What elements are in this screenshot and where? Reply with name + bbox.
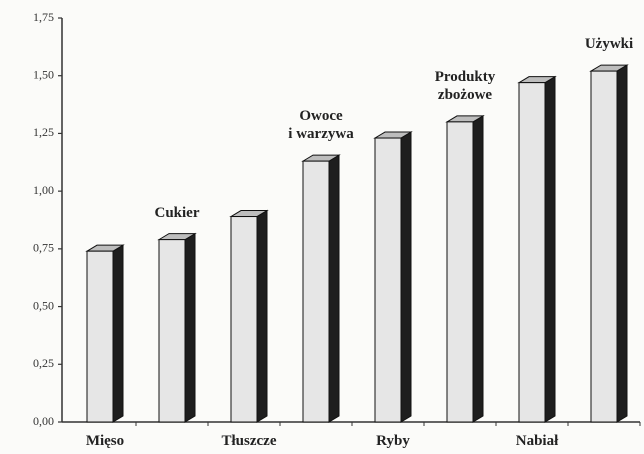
category-label: Mięso	[85, 433, 125, 449]
category-label: Nabiał	[515, 433, 559, 449]
category-label: Ryby	[376, 433, 410, 449]
bar-front	[518, 82, 546, 423]
bar-side	[400, 131, 412, 423]
y-tick-label: 0,75	[33, 241, 54, 255]
category-label: Cukier	[154, 204, 200, 221]
category-label: Tłuszcze	[221, 433, 277, 449]
bar-side	[112, 244, 124, 423]
bar	[229, 209, 269, 423]
bar	[589, 64, 629, 423]
bar-front	[158, 239, 186, 423]
bar-side	[184, 232, 196, 423]
bar-side	[256, 209, 268, 423]
bar	[445, 115, 485, 423]
bar	[373, 131, 413, 423]
y-tick-label: 0,25	[33, 356, 54, 370]
bar	[301, 154, 341, 423]
bar-front	[302, 160, 330, 423]
bar-front	[374, 137, 402, 423]
y-tick-label: 1,50	[33, 67, 54, 81]
bar-side	[328, 154, 340, 423]
bar-side	[544, 75, 556, 423]
bar-front	[86, 250, 114, 423]
bar-front	[446, 121, 474, 423]
bar-side	[616, 64, 628, 423]
y-tick-label: 0,50	[33, 298, 54, 312]
y-tick-label: 1,25	[33, 125, 54, 139]
category-label: Produkty zbożowe	[434, 68, 496, 103]
bar	[517, 75, 557, 423]
y-tick-label: 0,00	[33, 414, 54, 428]
bar-front	[590, 70, 618, 423]
y-tick-label: 1,75	[33, 10, 54, 24]
bar	[157, 232, 197, 423]
bar-side	[472, 115, 484, 423]
category-label: Owoce i warzywa	[288, 108, 354, 143]
bar	[85, 244, 125, 423]
bar-front	[230, 216, 258, 423]
category-label: Używki	[584, 36, 634, 53]
y-tick-label: 1,00	[33, 183, 54, 197]
